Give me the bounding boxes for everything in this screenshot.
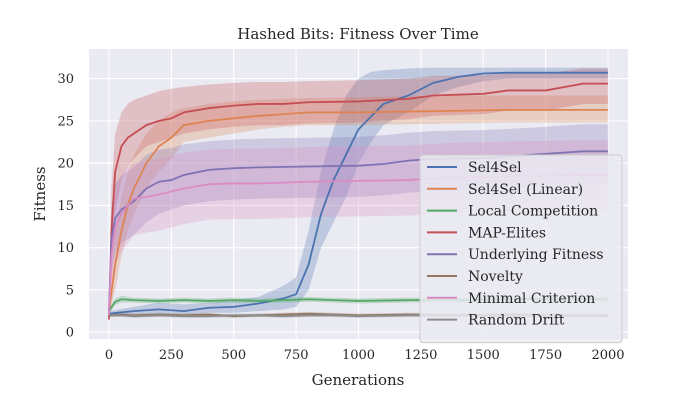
legend-label: Sel4Sel xyxy=(468,160,522,176)
y-tick-label: 5 xyxy=(66,283,74,298)
legend-label: Local Competition xyxy=(468,204,598,220)
x-tick-label: 250 xyxy=(159,348,184,363)
y-tick-label: 15 xyxy=(57,199,74,214)
legend-box xyxy=(419,154,623,344)
band-sel4sel-linear xyxy=(108,95,609,316)
x-tick-label: 1500 xyxy=(467,348,500,363)
series-line-map-elites xyxy=(108,82,609,320)
x-tick-label: 500 xyxy=(221,348,246,363)
y-tick-label: 0 xyxy=(66,326,74,341)
x-tick-label: 1000 xyxy=(342,348,375,363)
x-tick-label: 750 xyxy=(284,348,309,363)
y-tick-label: 25 xyxy=(57,114,74,129)
x-tick-label: 1750 xyxy=(529,348,562,363)
y-tick-label: 20 xyxy=(57,157,74,172)
series-line-sel4sel xyxy=(108,71,609,315)
legend-label: Minimal Criterion xyxy=(468,291,595,307)
band-map-elites xyxy=(108,68,609,323)
series-line-sel4sel-linear xyxy=(108,108,609,312)
x-axis-label: Generations xyxy=(312,371,405,389)
x-tick-label: 1250 xyxy=(404,348,437,363)
y-tick-label: 10 xyxy=(57,241,74,256)
band-sel4sel xyxy=(108,67,609,316)
y-axis-label: Fitness xyxy=(31,166,49,221)
legend: Sel4Sel Sel4Sel (Linear) Local Competition… xyxy=(419,154,623,344)
legend-label: Novelty xyxy=(468,269,523,285)
x-tick-label: 0 xyxy=(105,348,113,363)
legend-label: Random Drift xyxy=(468,313,565,329)
chart-title: Hashed Bits: Fitness Over Time xyxy=(237,25,479,43)
x-tick-label: 2000 xyxy=(591,348,624,363)
tick-labels: 0 250 500 750 1000 1250 1500 1750 2000 0 5 10 15 20 25… xyxy=(57,72,624,363)
legend-label: Underlying Fitness xyxy=(468,247,604,263)
y-tick-label: 30 xyxy=(57,72,74,87)
legend-label: MAP-Elites xyxy=(468,225,546,241)
legend-label: Sel4Sel (Linear) xyxy=(468,182,583,198)
